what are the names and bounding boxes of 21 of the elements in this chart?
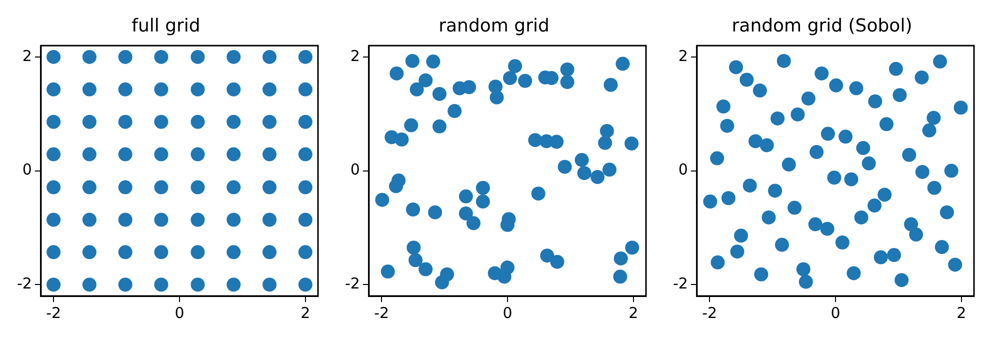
- y-tick-label: -2: [16, 274, 32, 293]
- y-tick-label: -2: [344, 274, 360, 293]
- y-tick-label: 2: [350, 46, 360, 65]
- y-tick-label: 2: [22, 46, 32, 65]
- x-tick-label: 2: [628, 304, 638, 322]
- y-tick-label: 2: [678, 46, 688, 65]
- y-tick-label: 0: [678, 160, 688, 179]
- y-tick-label: 0: [22, 160, 32, 179]
- y-tick-label: -2: [672, 274, 688, 293]
- x-tick-label: 0: [502, 304, 512, 322]
- x-tick-label: 0: [174, 304, 184, 322]
- x-tick-label: -2: [702, 304, 718, 322]
- x-tick-label: 2: [956, 304, 966, 322]
- chart-title: random grid (Sobol): [732, 15, 912, 36]
- y-tick-label: 0: [350, 160, 360, 179]
- x-tick-label: -2: [46, 304, 62, 322]
- chart-title: random grid: [438, 15, 550, 36]
- x-tick-label: 2: [300, 304, 310, 322]
- x-tick-label: 0: [830, 304, 840, 322]
- chart-title: full grid: [132, 15, 200, 36]
- x-tick-label: -2: [374, 304, 390, 322]
